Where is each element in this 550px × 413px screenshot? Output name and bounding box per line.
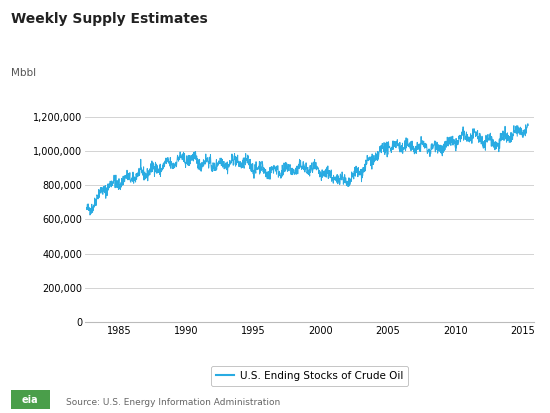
Text: eia: eia bbox=[22, 394, 38, 405]
Text: Source: U.S. Energy Information Administration: Source: U.S. Energy Information Administ… bbox=[66, 398, 280, 407]
Legend: U.S. Ending Stocks of Crude Oil: U.S. Ending Stocks of Crude Oil bbox=[211, 366, 408, 386]
Text: Mbbl: Mbbl bbox=[11, 69, 36, 78]
Text: Weekly Supply Estimates: Weekly Supply Estimates bbox=[11, 12, 208, 26]
